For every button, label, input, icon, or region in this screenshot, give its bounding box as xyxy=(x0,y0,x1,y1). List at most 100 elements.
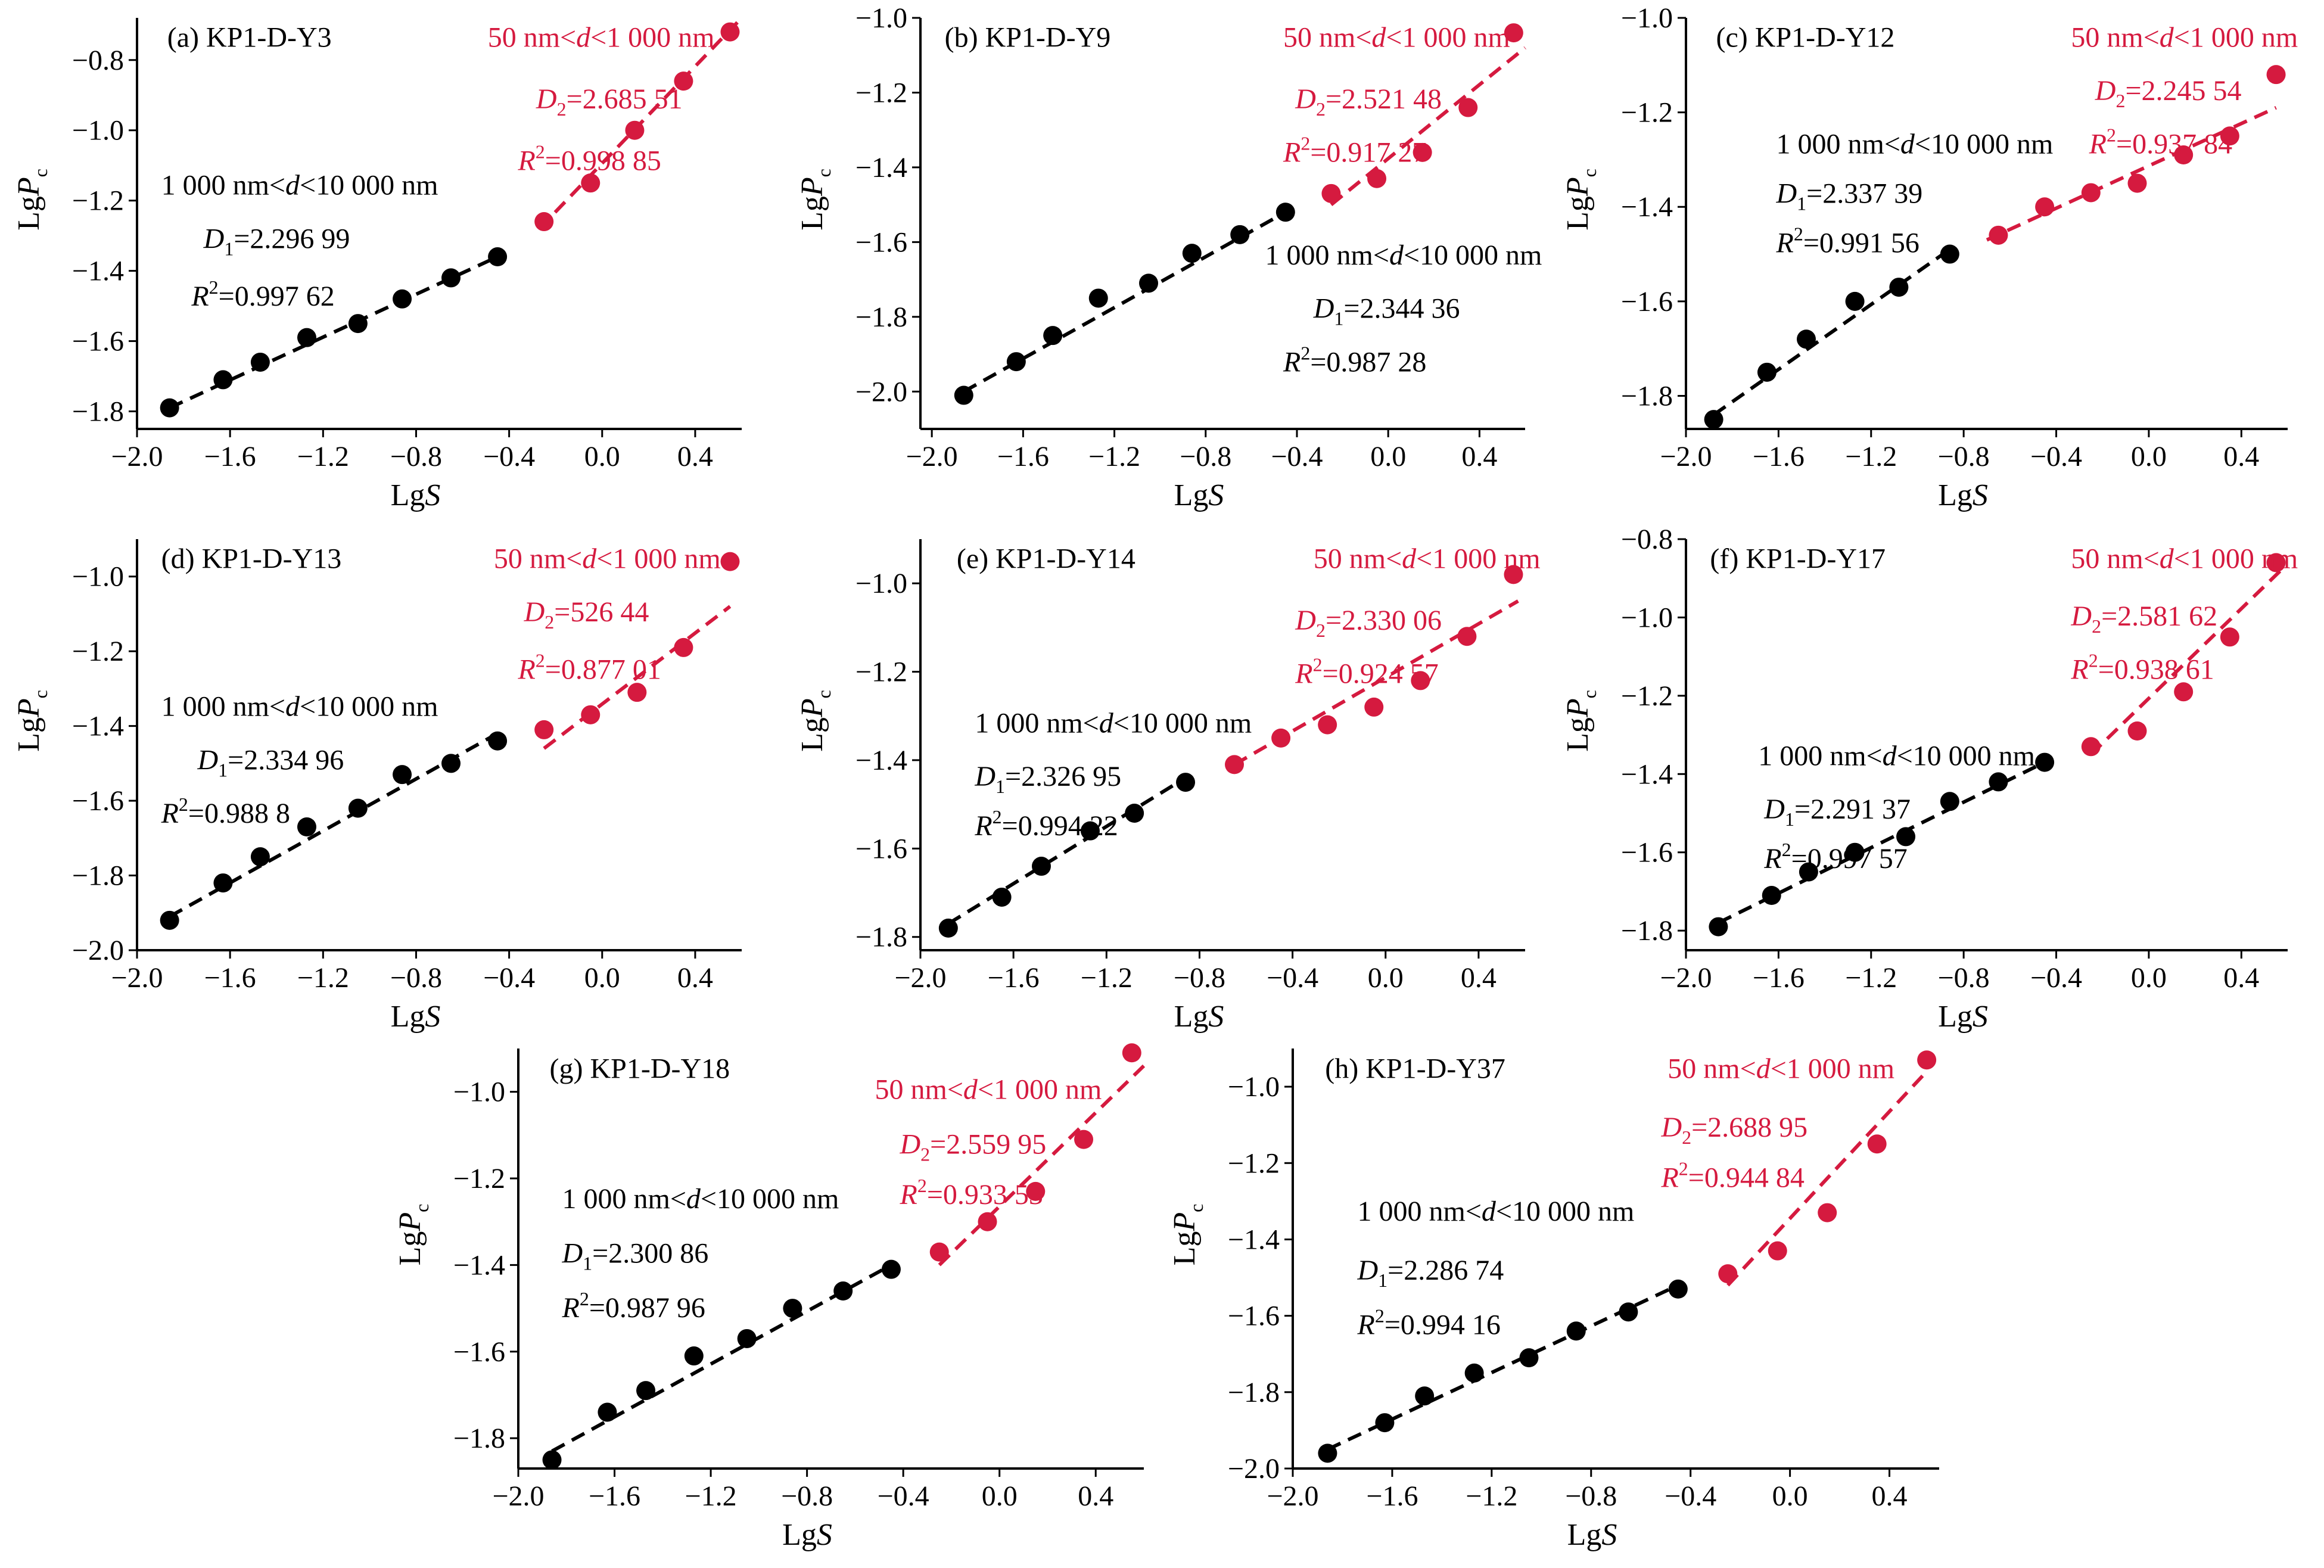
y-tick-label: −1.8 xyxy=(855,922,907,953)
pore-range-label: 50 nm<d<1 000 nm xyxy=(488,21,715,53)
y-tick-label: −1.2 xyxy=(72,636,124,667)
data-point xyxy=(348,798,368,818)
data-point xyxy=(1006,352,1026,372)
data-point xyxy=(393,765,412,785)
y-tick-label: −1.0 xyxy=(72,561,124,593)
data-point xyxy=(213,873,233,893)
y-tick-label: −1.0 xyxy=(1621,2,1673,34)
fit-line xyxy=(1986,105,2277,242)
pore-range-label: 50 nm<d<1 000 nm xyxy=(875,1074,1102,1106)
pore-range-label: 50 nm<d<1 000 nm xyxy=(2071,21,2298,53)
x-tick-label: −1.6 xyxy=(997,441,1049,472)
r-squared-label: R2=0.987 96 xyxy=(562,1288,705,1324)
x-axis-title: LgS xyxy=(1567,1518,1617,1552)
x-tick-label: 0.4 xyxy=(1078,1480,1113,1512)
x-tick-label: −1.6 xyxy=(988,962,1040,994)
data-point xyxy=(1718,1264,1738,1284)
data-point xyxy=(737,1329,757,1348)
data-point xyxy=(992,887,1012,907)
panel-label: (g) KP1-D-Y18 xyxy=(550,1053,730,1084)
y-tick-label: −1.8 xyxy=(453,1423,505,1454)
x-tick-label: 0.4 xyxy=(1872,1480,1908,1512)
fit-line xyxy=(543,605,732,750)
x-axis-title: LgS xyxy=(782,1518,832,1552)
data-point xyxy=(1845,291,1865,311)
panel-label: (e) KP1-D-Y14 xyxy=(957,543,1135,574)
pore-range-label: 1 000 nm<d<10 000 nm xyxy=(161,170,438,201)
fit-line xyxy=(938,1064,1146,1267)
x-tick-label: −1.6 xyxy=(1753,962,1805,994)
data-point xyxy=(625,120,645,140)
y-tick-label: −1.2 xyxy=(855,657,907,688)
fractal-dimension-label: D2=2.559 95 xyxy=(900,1128,1047,1165)
fit-line xyxy=(1712,248,1951,416)
pore-range-label: 1 000 nm<d<10 000 nm xyxy=(1265,239,1542,271)
data-point xyxy=(1762,886,1781,905)
y-tick-label: −1.6 xyxy=(453,1336,505,1368)
x-axis-title: LgS xyxy=(1174,1000,1224,1034)
x-tick-label: −2.0 xyxy=(906,441,958,472)
pore-range-label: 50 nm<d<1 000 nm xyxy=(494,543,721,574)
y-tick-label: −1.4 xyxy=(1621,758,1673,790)
y-tick-label: −1.2 xyxy=(1621,97,1673,129)
series-large-pores: 50 nm<d<1 000 nm D2=526 44 R2=0.877 01 xyxy=(494,543,740,750)
x-axis-title: LgS xyxy=(391,1000,441,1034)
y-tick-label: −2.0 xyxy=(1228,1453,1280,1485)
y-axis-title: LgPc xyxy=(12,169,51,231)
y-tick-label: −1.2 xyxy=(1228,1147,1280,1179)
chart-panel-c: −2.0 −1.6 −1.2 −0.8 −0.4 0.0 0.4 −1.8 −1.6 −1.4 −1… xyxy=(1561,2,2298,512)
x-tick-label: 0.0 xyxy=(1772,1480,1808,1512)
x-tick-label: −1.6 xyxy=(204,962,256,994)
fractal-dimension-label: D2=2.245 54 xyxy=(2095,75,2242,111)
fit-line xyxy=(1718,760,2046,925)
x-tick-label: 0.0 xyxy=(584,962,620,994)
data-point xyxy=(1271,728,1291,748)
x-tick-label: 0.4 xyxy=(677,441,713,472)
y-axis-title: LgPc xyxy=(1561,169,1600,231)
x-tick-label: −1.6 xyxy=(204,441,256,472)
x-tick-label: −0.4 xyxy=(483,441,535,472)
fit-line xyxy=(1330,46,1526,206)
data-point xyxy=(1940,244,1959,264)
data-point xyxy=(1989,772,2008,792)
data-point xyxy=(1917,1050,1937,1070)
data-point xyxy=(160,398,179,418)
y-tick-label: −2.0 xyxy=(855,376,907,407)
data-point xyxy=(1321,183,1341,203)
series-small-pores: 1 000 nm<d<10 000 nm D1=2.326 95 R2=0.994 … xyxy=(938,707,1252,938)
data-point xyxy=(581,705,601,724)
data-point xyxy=(1757,362,1777,382)
data-point xyxy=(1799,862,1818,882)
data-point xyxy=(542,1450,562,1470)
x-tick-label: −0.4 xyxy=(1271,441,1323,472)
x-tick-label: −2.0 xyxy=(1660,962,1712,994)
data-point xyxy=(1896,827,1916,847)
data-point xyxy=(1139,273,1159,293)
data-point xyxy=(1026,1181,1046,1201)
y-tick-label: −1.2 xyxy=(855,77,907,108)
x-tick-label: −0.4 xyxy=(2030,962,2082,994)
r-squared-label: R2=0.994 22 xyxy=(974,806,1118,842)
r-squared-label: R2=0.944 84 xyxy=(1660,1158,1804,1194)
fractal-dimension-label: D1=2.291 37 xyxy=(1763,794,1911,830)
data-point xyxy=(1088,288,1108,308)
y-tick-label: −1.0 xyxy=(855,2,907,34)
chart-panel-f: −2.0 −1.6 −1.2 −0.8 −0.4 0.0 0.4 −1.8 −1.6 −1.4 −1… xyxy=(1561,524,2298,1034)
y-tick-label: −1.4 xyxy=(453,1249,505,1281)
y-tick-label: −1.8 xyxy=(1621,915,1673,947)
x-axis-title: LgS xyxy=(391,478,441,512)
y-tick-label: −1.6 xyxy=(72,785,124,817)
series-large-pores: 50 nm<d<1 000 nm D2=2.685 51 R2=0.998 85 xyxy=(488,16,743,232)
data-point xyxy=(881,1259,901,1279)
pore-range-label: 1 000 nm<d<10 000 nm xyxy=(975,707,1252,739)
pore-range-label: 1 000 nm<d<10 000 nm xyxy=(1777,129,2054,160)
r-squared-label: R2=0.987 28 xyxy=(1283,342,1426,378)
y-tick-label: −1.8 xyxy=(72,860,124,892)
y-tick-label: −2.0 xyxy=(72,935,124,966)
y-tick-label: −1.0 xyxy=(855,568,907,599)
data-point xyxy=(1867,1134,1887,1154)
pore-range-label: 1 000 nm<d<10 000 nm xyxy=(1358,1196,1635,1227)
fractal-dimension-label: D2=2.688 95 xyxy=(1660,1112,1807,1148)
y-tick-label: −1.0 xyxy=(453,1077,505,1108)
y-axis-title: LgPc xyxy=(393,1204,433,1266)
